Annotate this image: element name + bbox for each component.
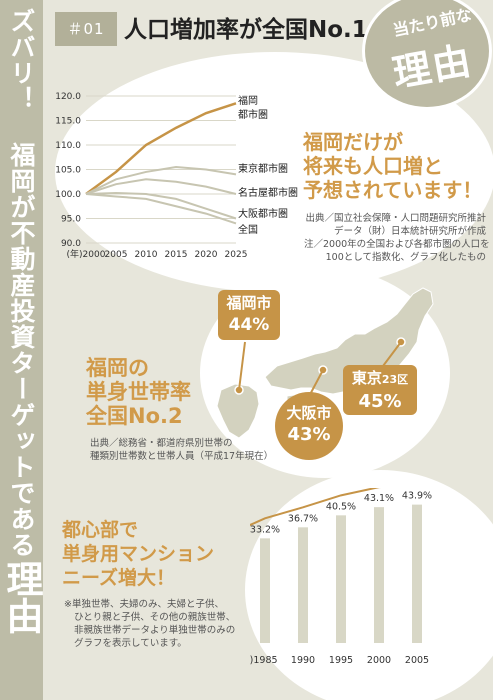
bar: [374, 507, 384, 643]
series-label: 大阪都市圏: [238, 207, 288, 220]
series-line: [85, 102, 237, 196]
section3-note: ※単独世帯、夫婦のみ、夫婦と子供、 ひとり親と子供、その他の親族世帯、 非親族世…: [64, 598, 235, 650]
x-tick-label: 2025: [225, 250, 248, 260]
headline-line: 予想されています！: [303, 178, 483, 202]
trend-line: [250, 488, 382, 527]
x-tick-label: (年)2000: [67, 248, 106, 260]
y-tick-label: 120.0: [55, 92, 81, 102]
section2-headline: 福岡の 単身世帯率 全国No.2: [86, 356, 191, 428]
x-tick-label: 2005: [405, 655, 429, 666]
tokyo-tag: 東京23区 45%: [343, 365, 417, 415]
section3-headline: 都心部で 単身用マンション ニーズ増大！: [62, 518, 214, 590]
side-title: ズバリ！ 福岡が不動産投資ターゲットである: [7, 8, 36, 558]
y-tick-label: 105.0: [55, 166, 81, 176]
page-title: 人口増加率が全国No.1: [124, 17, 368, 43]
section1-source: 出典／国立社会保障・人口問題研究所推計 データ（財）日本統計研究所が作成 注／2…: [304, 212, 490, 264]
osaka-tag-city: 大阪市: [286, 404, 332, 422]
tokyo-tag-rate: 45%: [358, 391, 402, 412]
bar-label: 43.1%: [364, 493, 394, 504]
source-line: 出典／総務省・都道府県別世帯の: [90, 438, 233, 449]
headline-line: 単身世帯率: [86, 380, 191, 404]
note-line: ※単独世帯、夫婦のみ、夫婦と子供、: [64, 599, 224, 610]
series-line: [85, 178, 237, 195]
section1-headline: 福岡だけが 将来も人口増と 予想されています！: [303, 130, 482, 202]
y-tick-label: 95.0: [61, 215, 81, 225]
x-tick-label: 1995: [329, 655, 353, 666]
series-label: 名古屋都市圏: [238, 186, 298, 199]
note-line: グラフを表示しています。: [74, 638, 187, 649]
headline-line: 全国No.2: [86, 404, 183, 428]
headline-line: 都心部で: [62, 519, 139, 541]
fukuoka-pointer: [238, 341, 246, 391]
fukuoka-tag-rate: 44%: [228, 315, 270, 335]
osaka-tag-rate: 43%: [287, 424, 331, 445]
headline-line: 将来も人口増と: [303, 154, 443, 178]
bar: [260, 538, 270, 643]
fukuoka-tag-city: 福岡市: [226, 294, 272, 312]
bar: [298, 527, 308, 643]
kyushu-shape: [216, 383, 260, 439]
x-tick-label: 2000: [367, 655, 391, 666]
series-label: 全国: [238, 223, 258, 236]
bar-label: 33.2%: [250, 524, 280, 535]
side-band: [0, 0, 43, 700]
single-household-bar-chart: 33.2% (年)1985 36.7% 1990 40.5% 1995 43.1% 2000 4…: [250, 488, 432, 666]
x-tick-label: 2015: [165, 250, 188, 260]
source-line: 種類別世帯数と世帯人員（平成17年現在）: [90, 451, 274, 462]
bar: [336, 515, 346, 643]
x-tick-label: 2020: [195, 250, 218, 260]
y-tick-label: 100.0: [55, 190, 81, 200]
y-tick-label: 115.0: [55, 117, 81, 127]
y-tick-label: 90.0: [61, 239, 81, 249]
x-tick-label: 2005: [105, 250, 128, 260]
headline-line: 福岡の: [86, 356, 149, 380]
side-reason: 理由: [0, 560, 43, 634]
source-line: 100として指数化、グラフ化したもの: [325, 252, 486, 263]
section2-source: 出典／総務省・都道府県別世帯の 種類別世帯数と世帯人員（平成17年現在）: [90, 437, 273, 463]
series-label: 都市圏: [238, 108, 268, 121]
source-line: 出典／国立社会保障・人口問題研究所推計: [305, 213, 486, 224]
section-number: ＃01: [55, 12, 117, 46]
headline-line: ニーズ増大！: [62, 567, 176, 589]
bar-label: 36.7%: [288, 513, 318, 524]
x-tick-label: 2010: [135, 250, 158, 260]
headline-line: 福岡だけが: [303, 130, 403, 154]
bar: [412, 504, 422, 643]
x-tick-label: 1990: [291, 655, 315, 666]
bar-label: 43.9%: [402, 491, 432, 502]
headline-line: 単身用マンション: [62, 543, 215, 565]
series-line: [85, 193, 237, 225]
population-line-chart: 120.0 115.0 110.0 105.0 100.0 95.0 90.0(年)2000…: [55, 92, 298, 260]
tokyo-tag-city: 東京: [351, 369, 382, 387]
source-line: データ（財）日本統計研究所が作成: [333, 226, 486, 237]
series-line: [85, 166, 237, 195]
bar-label: 40.5%: [326, 501, 356, 512]
series-line: [85, 192, 237, 220]
series-label: 東京都市圏: [238, 162, 288, 175]
osaka-tag: 大阪市 43%: [275, 392, 343, 460]
reason-badge: [362, 0, 492, 110]
note-line: 非親族世帯データより単独世帯のみの: [74, 625, 236, 636]
series-label: 福岡: [238, 94, 258, 107]
source-line: 注／2000年の全国および各都市圏の人口を: [304, 239, 490, 250]
tokyo-tag-suffix: 23区: [381, 373, 409, 386]
x-tick-label: (年)1985: [250, 654, 278, 666]
note-line: ひとり親と子供、その他の親族世帯、: [74, 612, 236, 623]
y-tick-label: 110.0: [55, 141, 81, 151]
bubble-chart2: [245, 470, 493, 700]
tokyo-tag-city-wrap: 東京23区: [343, 367, 417, 391]
fukuoka-tag: 福岡市 44%: [218, 290, 280, 340]
